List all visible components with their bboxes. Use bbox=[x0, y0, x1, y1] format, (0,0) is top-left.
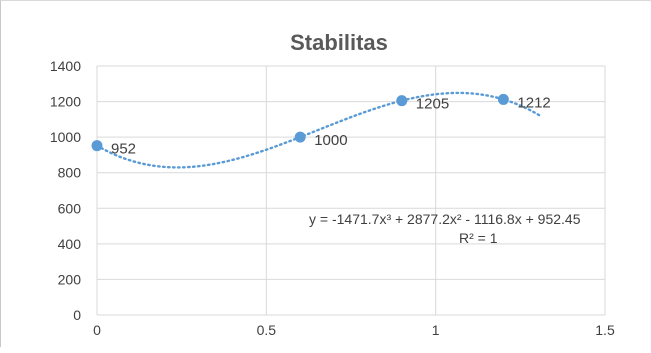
data-label: 1205 bbox=[416, 96, 449, 113]
labels-layer: 952 1000 1205 1212 bbox=[111, 94, 551, 157]
y-tick-label: 800 bbox=[58, 165, 82, 181]
x-tick-label: 1 bbox=[432, 322, 440, 338]
trendline-r2-label: R² = 1 bbox=[459, 230, 498, 246]
data-label: 1000 bbox=[314, 132, 347, 149]
y-tick-label: 1200 bbox=[50, 94, 81, 110]
y-tick-label: 1400 bbox=[50, 58, 81, 74]
data-point bbox=[497, 93, 509, 105]
x-tick-label: 0.5 bbox=[257, 322, 277, 338]
x-tick-label: 1.5 bbox=[595, 322, 615, 338]
trendline-curve bbox=[95, 91, 542, 169]
data-point bbox=[294, 131, 306, 143]
chart-title: Stabilitas bbox=[290, 30, 388, 55]
y-tick-label: 200 bbox=[58, 271, 82, 287]
trendline-equation-label: y = -1471.7x³ + 2877.2x² - 1116.8x + 952… bbox=[309, 211, 581, 227]
x-tick-label: 0 bbox=[93, 322, 101, 338]
data-point bbox=[91, 140, 103, 152]
points-layer bbox=[91, 93, 509, 152]
y-tick-label: 1000 bbox=[50, 129, 81, 145]
y-tick-label: 400 bbox=[58, 236, 82, 252]
data-label: 952 bbox=[111, 141, 136, 158]
grid-layer bbox=[96, 65, 606, 316]
axis-layer: 0 200 400 600 800 1000 1200 1400 0 0.5 1 1.5 bbox=[50, 58, 615, 338]
y-tick-label: 0 bbox=[73, 307, 81, 323]
data-label: 1212 bbox=[517, 94, 550, 111]
y-tick-label: 600 bbox=[58, 200, 82, 216]
data-point bbox=[396, 95, 408, 107]
